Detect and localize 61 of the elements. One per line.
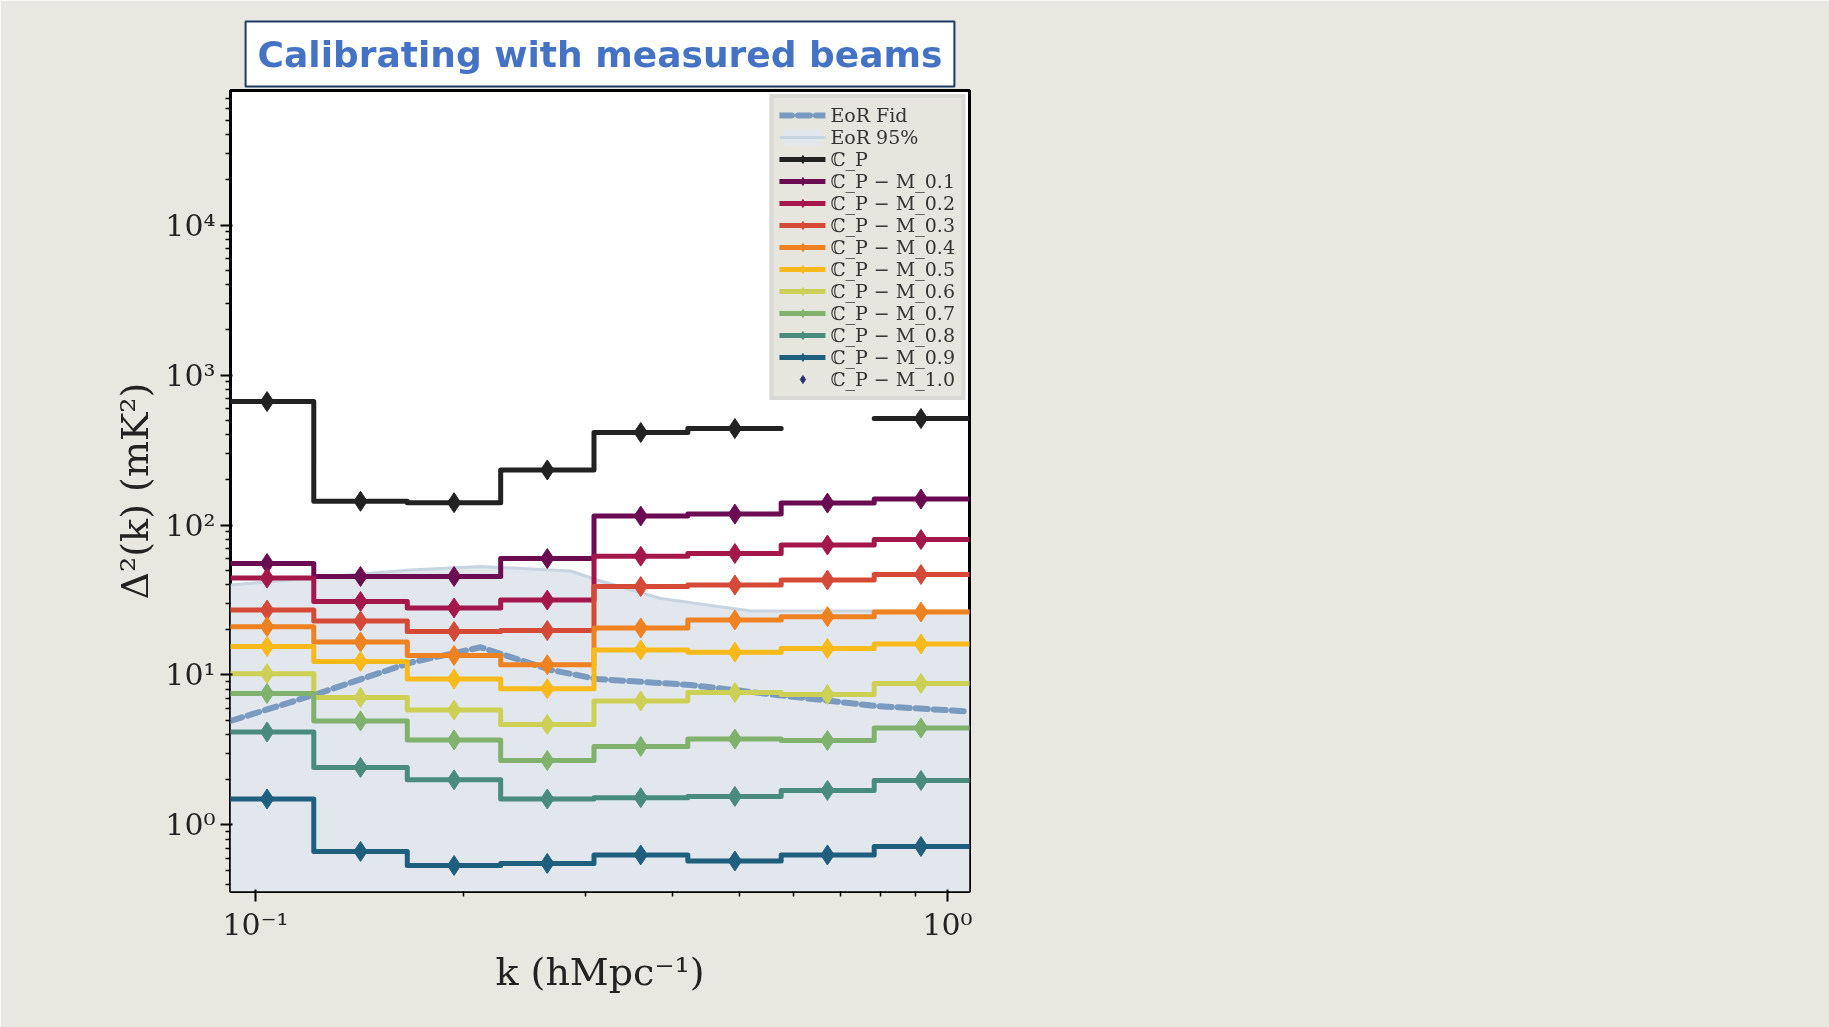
point	[259, 391, 275, 413]
point	[259, 721, 275, 743]
y-axis-title: Δ²(k) (mK²)	[113, 382, 158, 600]
x-tick-label: 10⁻¹	[222, 906, 289, 942]
point	[259, 599, 275, 621]
point	[446, 621, 462, 642]
legend-label: ℂ_P − M_0.7	[830, 302, 955, 324]
point	[259, 567, 275, 589]
point	[913, 601, 929, 623]
point	[913, 563, 929, 585]
y-tick-label: 10⁰	[165, 807, 216, 843]
point	[446, 644, 462, 666]
point	[913, 835, 929, 857]
legend-label: ℂ_P − M_0.6	[830, 280, 955, 302]
point	[446, 668, 462, 690]
point	[446, 769, 462, 791]
y-tick-label: 10³	[165, 357, 216, 393]
point	[259, 663, 275, 685]
point	[913, 488, 929, 510]
legend-label: ℂ_P	[830, 148, 868, 170]
point	[259, 616, 275, 638]
point	[446, 597, 462, 619]
point	[727, 785, 743, 807]
point	[913, 672, 929, 694]
point	[727, 682, 743, 704]
legend-label: ℂ_P − M_0.4	[830, 236, 955, 258]
legend-label: ℂ_P − M_0.2	[830, 192, 955, 214]
point	[727, 609, 743, 631]
point	[913, 769, 929, 791]
point	[446, 729, 462, 751]
legend-label: ℂ_P − M_0.8	[830, 324, 955, 346]
point	[913, 633, 929, 655]
legend-label: EoR Fid	[830, 104, 908, 126]
y-tick-label: 10⁴	[165, 207, 216, 243]
point	[727, 641, 743, 663]
point	[727, 503, 743, 525]
point	[913, 408, 929, 430]
point	[446, 565, 462, 587]
point	[727, 418, 743, 440]
point	[446, 854, 462, 876]
y-tick-label: 10²	[165, 507, 216, 543]
x-axis-title: k (hMpc⁻¹)	[495, 949, 705, 994]
point	[446, 699, 462, 721]
legend-label: ℂ_P − M_1.0	[830, 368, 955, 390]
y-tick-label: 10¹	[165, 657, 216, 693]
legend-label: ℂ_P − M_0.5	[830, 258, 955, 280]
point	[727, 542, 743, 564]
point	[259, 635, 275, 657]
point	[446, 492, 462, 514]
legend-label: ℂ_P − M_0.1	[830, 170, 955, 192]
point	[259, 682, 275, 704]
point	[913, 529, 929, 551]
point	[727, 728, 743, 750]
point	[913, 717, 929, 739]
chart-title: Calibrating with measured beams	[257, 33, 943, 75]
point	[259, 788, 275, 810]
legend-label: EoR 95%	[830, 126, 919, 148]
point	[727, 574, 743, 596]
legend-label: ℂ_P − M_0.3	[830, 214, 955, 236]
point	[727, 850, 743, 872]
legend-label: ℂ_P − M_0.9	[830, 346, 955, 368]
